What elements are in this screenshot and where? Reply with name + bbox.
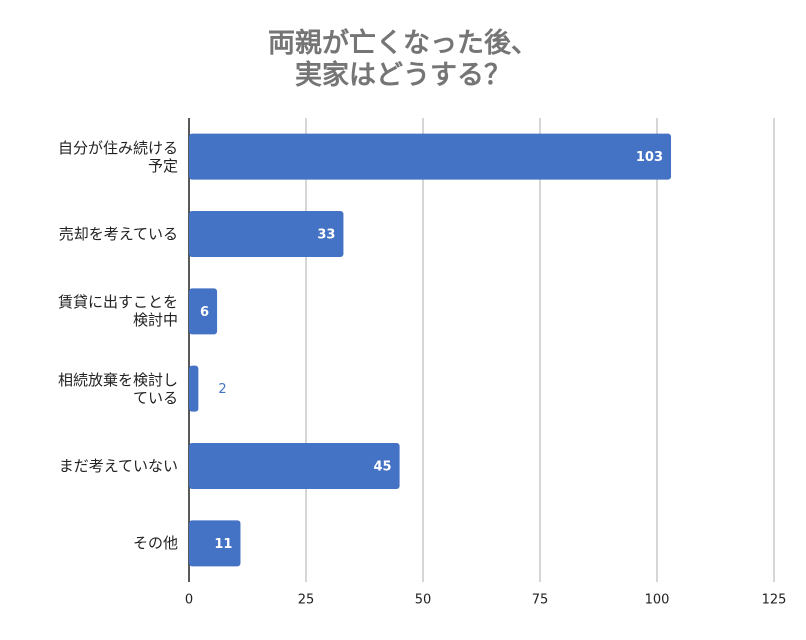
x-tick-label: 0	[185, 593, 193, 608]
category-label: 売却を考えている	[58, 225, 178, 243]
category-label: その他	[132, 534, 178, 553]
value-label: 103	[636, 150, 663, 165]
category-label-box: その他	[48, 513, 178, 573]
category-label: 相続放棄を検討している	[57, 370, 178, 407]
category-label-box: 賃貸に出すことを検討中	[48, 281, 178, 341]
bar	[189, 443, 400, 489]
category-label: まだ考えていない	[58, 457, 178, 475]
category-label: 賃貸に出すことを検討中	[57, 293, 178, 330]
bar	[189, 211, 344, 257]
value-label: 11	[214, 537, 232, 552]
x-tick-label: 50	[415, 593, 432, 608]
category-label-box: まだ考えていない	[48, 436, 178, 496]
bar	[189, 133, 672, 180]
x-tick-label: 125	[762, 593, 787, 608]
x-tick-label: 25	[298, 593, 315, 608]
category-label-box: 自分が住み続ける予定	[48, 127, 178, 187]
value-label: 6	[200, 305, 209, 320]
x-tick-label: 100	[645, 593, 670, 608]
bar	[189, 365, 199, 412]
value-label: 2	[218, 382, 226, 397]
bar	[189, 520, 241, 567]
x-tick-label: 75	[532, 593, 549, 608]
category-label-box: 相続放棄を検討している	[48, 359, 178, 419]
category-label-box: 売却を考えている	[48, 204, 178, 264]
category-label: 自分が住み続ける予定	[57, 138, 178, 175]
chart-title: 両親が亡くなった後、 実家はどうする？	[268, 28, 538, 91]
value-label: 33	[317, 228, 335, 243]
value-label: 45	[374, 460, 392, 475]
bar	[189, 288, 218, 335]
